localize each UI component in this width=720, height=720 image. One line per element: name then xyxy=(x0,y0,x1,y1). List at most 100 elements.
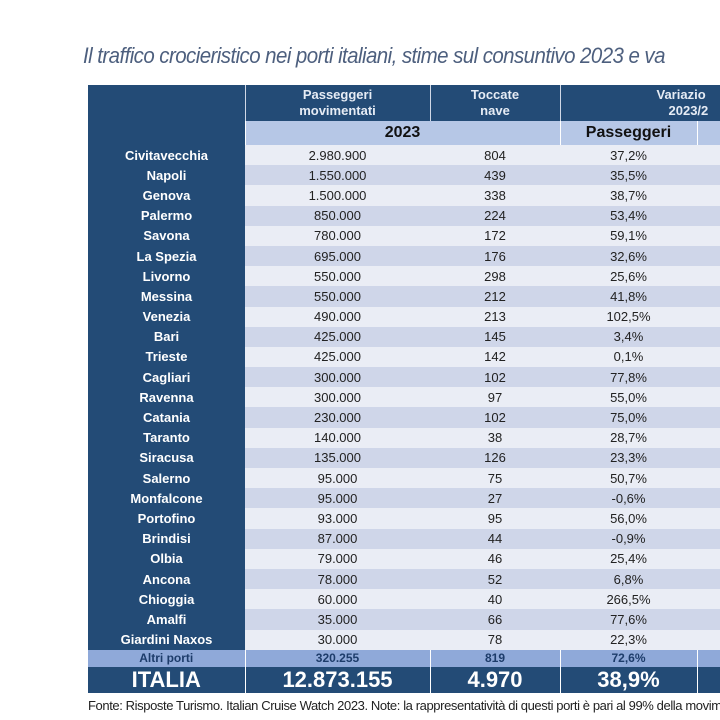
cell-blank xyxy=(697,266,720,287)
ship-calls: 52 xyxy=(430,568,560,590)
ship-calls: 46 xyxy=(430,548,560,569)
header-variazione-period: 2023/2 xyxy=(668,103,709,118)
passengers: 425.000 xyxy=(245,326,430,347)
cell-blank xyxy=(697,468,720,489)
ship-calls: 142 xyxy=(430,346,560,368)
ship-calls: 804 xyxy=(430,145,560,166)
passenger-variation: 55,0% xyxy=(560,387,697,408)
passengers: 550.000 xyxy=(245,286,430,307)
table-row: Portofino 93.000 95 56,0% xyxy=(88,508,720,529)
ship-calls: 224 xyxy=(430,205,560,226)
cell-blank xyxy=(697,629,720,650)
passenger-variation: 3,4% xyxy=(560,326,697,347)
ship-calls: 126 xyxy=(430,447,560,468)
table-row: Trieste 425.000 142 0,1% xyxy=(88,346,720,368)
italia-total-row: ITALIA 12.873.155 4.970 38,9% xyxy=(88,666,720,693)
cell-blank xyxy=(697,145,720,166)
header-variazione-label: Variazio xyxy=(656,87,706,102)
passenger-variation: 77,6% xyxy=(560,609,697,630)
table-row: Messina 550.000 212 41,8% xyxy=(88,286,720,307)
passenger-variation: 38,9% xyxy=(559,666,697,693)
ship-calls: 819 xyxy=(429,649,560,667)
cell-blank xyxy=(697,225,720,246)
table-row: Salerno 95.000 75 50,7% xyxy=(88,468,720,489)
passengers: 780.000 xyxy=(245,225,430,246)
ship-calls: 27 xyxy=(430,488,560,509)
ship-calls: 95 xyxy=(430,508,560,529)
passengers: 320.255 xyxy=(244,649,430,667)
header-port xyxy=(88,85,245,121)
passenger-variation: 50,7% xyxy=(560,468,697,489)
passengers: 78.000 xyxy=(245,568,430,590)
table-row: Siracusa 135.000 126 23,3% xyxy=(88,447,720,468)
port-name: Bari xyxy=(88,326,245,347)
table-row: Venezia 490.000 213 102,5% xyxy=(88,306,720,327)
header-variazione: Variazio 2023/2 xyxy=(559,85,720,121)
table-row: La Spezia 695.000 176 32,6% xyxy=(88,245,720,267)
ship-calls: 298 xyxy=(430,266,560,287)
header-passeggeri-movimentati: Passeggeri movimentati xyxy=(244,85,430,121)
cell-blank xyxy=(697,346,720,368)
subheader-blank-2 xyxy=(696,121,720,145)
cell-blank xyxy=(697,306,720,327)
passenger-variation: 6,8% xyxy=(560,568,697,590)
port-name: Ravenna xyxy=(88,387,245,408)
table-row: Chioggia 60.000 40 266,5% xyxy=(88,589,720,610)
ship-calls: 102 xyxy=(430,367,560,388)
passenger-variation: -0,9% xyxy=(560,528,697,549)
port-name: Monfalcone xyxy=(88,488,245,509)
subheader-row: 2023 Passeggeri xyxy=(88,121,720,145)
passenger-variation: 25,4% xyxy=(560,548,697,569)
passengers: 300.000 xyxy=(245,367,430,388)
passenger-variation: 35,5% xyxy=(560,165,697,186)
table-row: Amalfi 35.000 66 77,6% xyxy=(88,609,720,630)
passengers: 95.000 xyxy=(245,488,430,509)
ship-calls: 212 xyxy=(430,286,560,307)
passenger-variation: 56,0% xyxy=(560,508,697,529)
port-name: ITALIA xyxy=(88,666,245,693)
port-name: Brindisi xyxy=(88,528,245,549)
cell-blank xyxy=(697,568,720,590)
cell-blank xyxy=(696,666,720,693)
page-title: Il traffico crocieristico nei porti ital… xyxy=(83,43,665,68)
passengers: 230.000 xyxy=(245,407,430,428)
port-name: Messina xyxy=(88,286,245,307)
ship-calls: 102 xyxy=(430,407,560,428)
passengers: 2.980.900 xyxy=(245,145,430,166)
table-row: Brindisi 87.000 44 -0,9% xyxy=(88,528,720,549)
cell-blank xyxy=(697,488,720,509)
passenger-variation: 266,5% xyxy=(560,589,697,610)
passengers: 550.000 xyxy=(245,266,430,287)
passengers: 60.000 xyxy=(245,589,430,610)
cell-blank xyxy=(697,387,720,408)
cell-blank xyxy=(697,205,720,226)
port-name: Altri porti xyxy=(88,649,245,667)
table-row: Giardini Naxos 30.000 78 22,3% xyxy=(88,629,720,650)
ship-calls: 38 xyxy=(430,427,560,448)
ship-calls: 44 xyxy=(430,528,560,549)
passenger-variation: 53,4% xyxy=(560,205,697,226)
port-name: Napoli xyxy=(88,165,245,186)
passenger-variation: 0,1% xyxy=(560,346,697,368)
table-row: Ravenna 300.000 97 55,0% xyxy=(88,387,720,408)
table-row: Savona 780.000 172 59,1% xyxy=(88,225,720,246)
port-name: Cagliari xyxy=(88,367,245,388)
passenger-variation: 38,7% xyxy=(560,185,697,206)
passengers: 300.000 xyxy=(245,387,430,408)
cell-blank xyxy=(697,589,720,610)
port-name: Portofino xyxy=(88,508,245,529)
ship-calls: 439 xyxy=(430,165,560,186)
altri-porti-row: Altri porti 320.255 819 72,6% xyxy=(88,649,720,667)
table-row: Palermo 850.000 224 53,4% xyxy=(88,205,720,226)
port-name: Civitavecchia xyxy=(88,145,245,166)
passenger-variation: 75,0% xyxy=(560,407,697,428)
table-row: Cagliari 300.000 102 77,8% xyxy=(88,367,720,388)
cell-blank xyxy=(696,649,720,667)
cell-blank xyxy=(697,367,720,388)
passenger-variation: 77,8% xyxy=(560,367,697,388)
cell-blank xyxy=(697,508,720,529)
passengers: 30.000 xyxy=(245,629,430,650)
port-name: Siracusa xyxy=(88,447,245,468)
passengers: 79.000 xyxy=(245,548,430,569)
port-name: Trieste xyxy=(88,346,245,368)
